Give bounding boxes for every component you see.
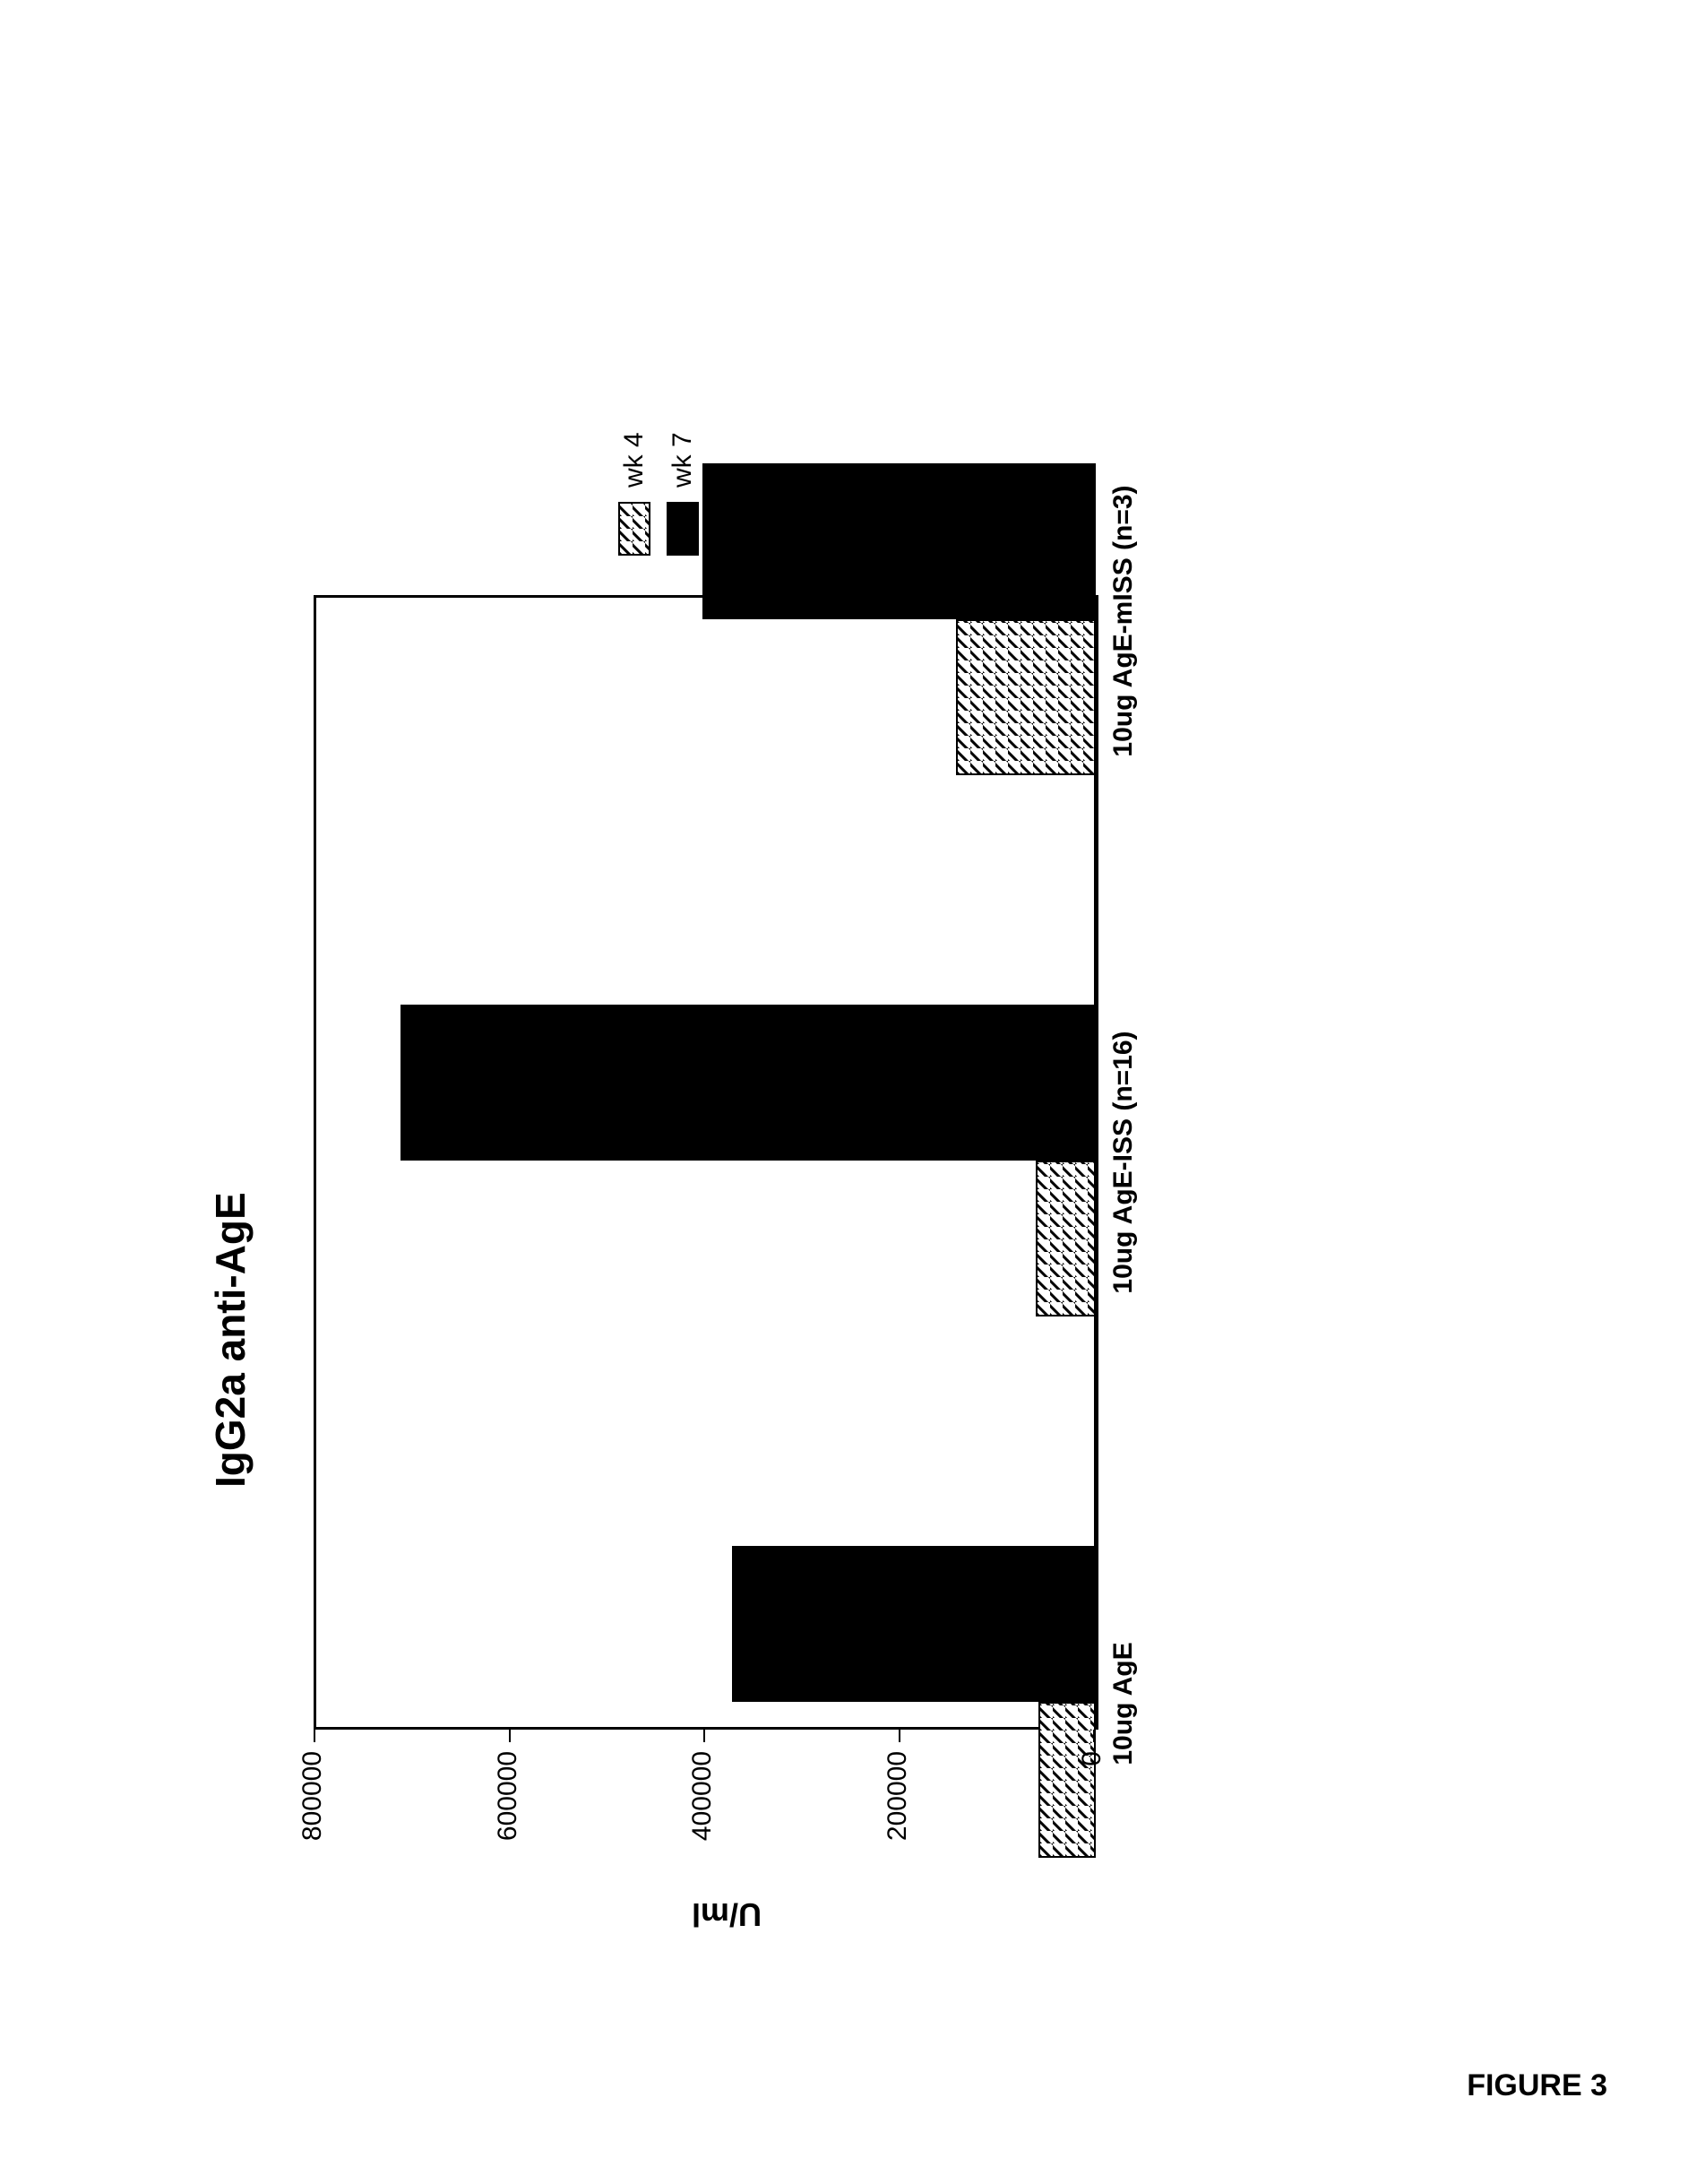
y-tick-label: 400000 bbox=[687, 1751, 718, 1895]
legend-swatch-wk4 bbox=[618, 502, 650, 556]
y-axis-label: U/ml bbox=[692, 1895, 762, 1933]
bar-wk4 bbox=[1036, 1161, 1096, 1316]
bar-wk7 bbox=[702, 463, 1096, 619]
y-tick bbox=[314, 1730, 315, 1742]
y-tick bbox=[899, 1730, 900, 1742]
y-tick-label: 800000 bbox=[297, 1751, 328, 1895]
legend-swatch-wk7 bbox=[667, 502, 699, 556]
legend: wk 4 wk 7 bbox=[618, 432, 715, 556]
legend-label: wk 7 bbox=[667, 432, 698, 488]
bar-wk7 bbox=[400, 1005, 1096, 1161]
figure-label: FIGURE 3 bbox=[1467, 2068, 1607, 2103]
y-tick bbox=[509, 1730, 511, 1742]
y-tick-label: 200000 bbox=[883, 1751, 913, 1895]
category-label: 10ug AgE-mISS (n=3) bbox=[1108, 397, 1139, 845]
plot-area: 10ug AgE10ug AgE-ISS (n=16)10ug AgE-mISS… bbox=[314, 595, 1098, 1730]
y-tick-label: 600000 bbox=[493, 1751, 523, 1895]
bar-wk4 bbox=[956, 619, 1096, 775]
bar-wk7 bbox=[732, 1546, 1096, 1702]
y-tick bbox=[1093, 1730, 1095, 1742]
chart-title: IgG2a anti-AgE bbox=[206, 1192, 254, 1488]
y-tick bbox=[703, 1730, 705, 1742]
legend-item-wk7: wk 7 bbox=[667, 432, 699, 556]
y-tick-label: 0 bbox=[1077, 1751, 1107, 1895]
category-label: 10ug AgE bbox=[1108, 1480, 1139, 1928]
category-label: 10ug AgE-ISS (n=16) bbox=[1108, 938, 1139, 1386]
legend-label: wk 4 bbox=[619, 432, 650, 488]
legend-item-wk4: wk 4 bbox=[618, 432, 650, 556]
chart-rotated-container: IgG2a anti-AgE 10ug AgE10ug AgE-ISS (n=1… bbox=[152, 197, 1407, 1990]
